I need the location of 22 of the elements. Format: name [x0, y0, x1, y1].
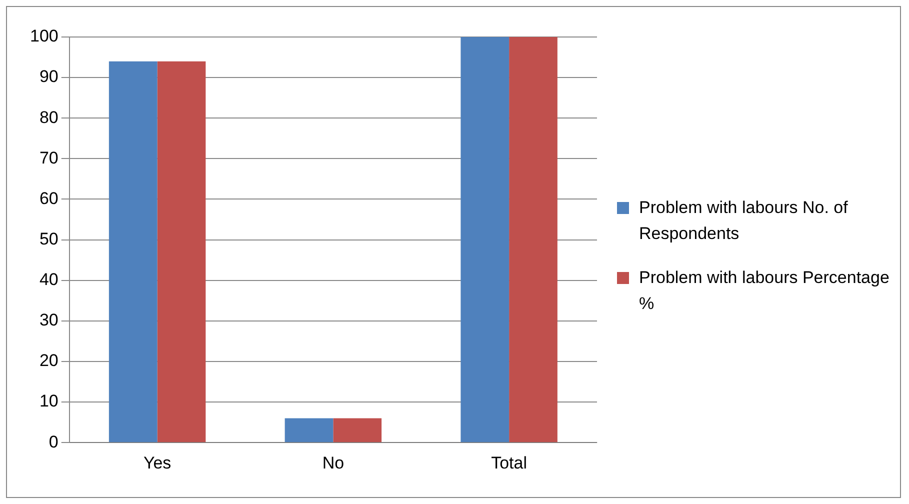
legend-label: Problem with labours Percentage %	[639, 267, 890, 315]
bar	[509, 37, 558, 442]
y-tick-label: 60	[39, 188, 58, 208]
bar	[108, 61, 158, 442]
bar	[157, 61, 206, 442]
bar	[284, 418, 334, 442]
x-tick-label: Total	[491, 453, 528, 472]
x-tick-label: Yes	[143, 453, 172, 472]
bar	[333, 418, 382, 442]
y-tick-label: 40	[39, 270, 58, 290]
y-tick-label: 30	[39, 310, 58, 330]
legend-label: Problem with labours No. of Respondents	[639, 197, 849, 245]
y-tick-label: 90	[39, 67, 58, 86]
x-tick-label: No	[322, 453, 344, 472]
y-tick-label: 10	[39, 392, 58, 411]
y-tick-label: 100	[30, 26, 58, 46]
y-tick-label: 70	[39, 148, 58, 168]
y-tick-label: 80	[39, 108, 58, 127]
y-tick-label: 20	[39, 351, 58, 370]
y-tick-label: 0	[48, 432, 58, 452]
y-tick-label: 50	[39, 229, 58, 248]
bar	[460, 37, 510, 442]
